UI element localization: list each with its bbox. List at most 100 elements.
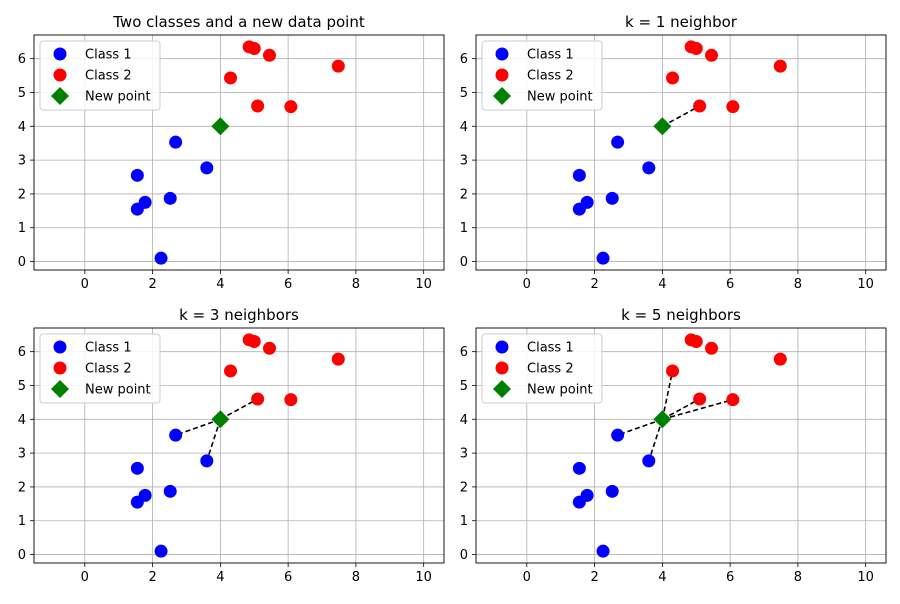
x-tick-label: 4 bbox=[216, 570, 224, 585]
y-tick-label: 2 bbox=[460, 187, 468, 202]
legend-label: Class 2 bbox=[85, 362, 132, 377]
legend-label: New point bbox=[85, 383, 151, 398]
x-tick-label: 8 bbox=[352, 570, 360, 585]
legend-label: Class 1 bbox=[527, 48, 574, 63]
legend-label: Class 1 bbox=[85, 341, 132, 356]
neighbor-line bbox=[219, 398, 259, 420]
y-tick-label: 4 bbox=[460, 120, 468, 135]
y-tick-label: 3 bbox=[18, 154, 26, 169]
x-tick-label: 2 bbox=[148, 277, 156, 292]
x-tick-label: 10 bbox=[415, 570, 432, 585]
y-tick-label: 0 bbox=[460, 548, 468, 563]
y-tick-label: 4 bbox=[18, 120, 26, 135]
class-2-point bbox=[262, 341, 276, 355]
y-tick-label: 1 bbox=[18, 514, 26, 529]
class-1-point bbox=[611, 428, 625, 442]
subplot-1: 0 2 4 6 8 10 0 1 2 3 4 5 6 Two classes and a new data… bbox=[18, 13, 445, 292]
y-tick-label: 6 bbox=[460, 52, 468, 67]
y-tick-label: 2 bbox=[18, 187, 26, 202]
y-tick-label: 3 bbox=[18, 447, 26, 462]
legend-class-2-marker bbox=[495, 68, 509, 82]
neighbor-line bbox=[661, 398, 701, 420]
legend-class-1-marker bbox=[53, 340, 67, 354]
class-2-point bbox=[331, 59, 345, 73]
legend-label: New point bbox=[527, 90, 593, 105]
legend-new-point-marker bbox=[51, 87, 69, 105]
class-1-point bbox=[130, 168, 144, 182]
y-tick-label: 5 bbox=[460, 379, 468, 394]
class-1-point bbox=[130, 461, 144, 475]
subplot-title: k = 5 neighbors bbox=[621, 306, 741, 324]
class-1-point bbox=[642, 161, 656, 175]
axes-frame bbox=[475, 327, 887, 564]
legend-label: Class 2 bbox=[527, 362, 574, 377]
class-1-point bbox=[642, 454, 656, 468]
y-tick-label: 4 bbox=[18, 413, 26, 428]
new-point-marker bbox=[653, 117, 672, 136]
new-point-marker bbox=[211, 117, 230, 136]
class-2-point bbox=[247, 335, 261, 349]
subplot-4: 0 2 4 6 8 10 0 1 2 3 4 5 6 k = 5 neighbors Class 1 Clas… bbox=[460, 306, 887, 585]
legend-box bbox=[39, 40, 161, 111]
class-2-point bbox=[224, 71, 238, 85]
legend-box bbox=[39, 333, 161, 404]
class-1-point bbox=[200, 161, 214, 175]
legend-new-point-marker bbox=[493, 87, 511, 105]
legend-class-2-marker bbox=[53, 68, 67, 82]
class-1-point bbox=[138, 195, 152, 209]
y-tick-label: 0 bbox=[460, 255, 468, 270]
x-tick-label: 2 bbox=[590, 277, 598, 292]
legend-class-2-marker bbox=[495, 361, 509, 375]
x-tick-label: 0 bbox=[81, 570, 89, 585]
class-1-point bbox=[611, 135, 625, 149]
x-tick-label: 8 bbox=[794, 570, 802, 585]
x-tick-label: 0 bbox=[81, 277, 89, 292]
class-1-point bbox=[596, 251, 610, 265]
subplot-3: 0 2 4 6 8 10 0 1 2 3 4 5 6 k = 3 neighbors Class 1 Clas… bbox=[18, 306, 445, 585]
legend-class-1-marker bbox=[495, 47, 509, 61]
class-2-point bbox=[666, 364, 680, 378]
y-tick-label: 6 bbox=[18, 52, 26, 67]
class-1-point bbox=[169, 428, 183, 442]
class-1-point bbox=[200, 454, 214, 468]
x-tick-label: 10 bbox=[857, 277, 874, 292]
subplot-2: 0 2 4 6 8 10 0 1 2 3 4 5 6 k = 1 neighbor Class 1 Class… bbox=[460, 13, 887, 292]
legend-class-1-marker bbox=[53, 47, 67, 61]
class-1-point bbox=[154, 544, 168, 558]
new-point-marker bbox=[211, 410, 230, 429]
axes-frame bbox=[33, 327, 445, 564]
class-2-point bbox=[224, 364, 238, 378]
class-2-point bbox=[666, 71, 680, 85]
class-2-point bbox=[726, 100, 740, 114]
x-tick-label: 10 bbox=[857, 570, 874, 585]
y-tick-label: 2 bbox=[18, 480, 26, 495]
class-2-point bbox=[773, 59, 787, 73]
neighbor-line bbox=[617, 418, 663, 436]
class-1-point bbox=[163, 484, 177, 498]
subplot-title: Two classes and a new data point bbox=[112, 13, 365, 31]
legend-box bbox=[481, 40, 603, 111]
neighbor-line bbox=[648, 419, 664, 462]
y-tick-label: 5 bbox=[460, 86, 468, 101]
class-2-point bbox=[251, 392, 265, 406]
y-tick-label: 0 bbox=[18, 255, 26, 270]
class-1-point bbox=[154, 251, 168, 265]
y-tick-label: 6 bbox=[18, 345, 26, 360]
y-tick-label: 5 bbox=[18, 86, 26, 101]
new-point-marker bbox=[653, 410, 672, 429]
legend-label: New point bbox=[85, 90, 151, 105]
class-1-point bbox=[572, 168, 586, 182]
x-tick-label: 10 bbox=[415, 277, 432, 292]
class-1-point bbox=[138, 488, 152, 502]
x-tick-label: 6 bbox=[726, 570, 734, 585]
class-2-point bbox=[726, 393, 740, 407]
legend-new-point-marker bbox=[493, 380, 511, 398]
class-2-point bbox=[284, 100, 298, 114]
class-2-point bbox=[689, 42, 703, 56]
legend-box bbox=[481, 333, 603, 404]
x-tick-label: 0 bbox=[523, 277, 531, 292]
x-tick-label: 6 bbox=[284, 277, 292, 292]
x-tick-label: 2 bbox=[148, 570, 156, 585]
